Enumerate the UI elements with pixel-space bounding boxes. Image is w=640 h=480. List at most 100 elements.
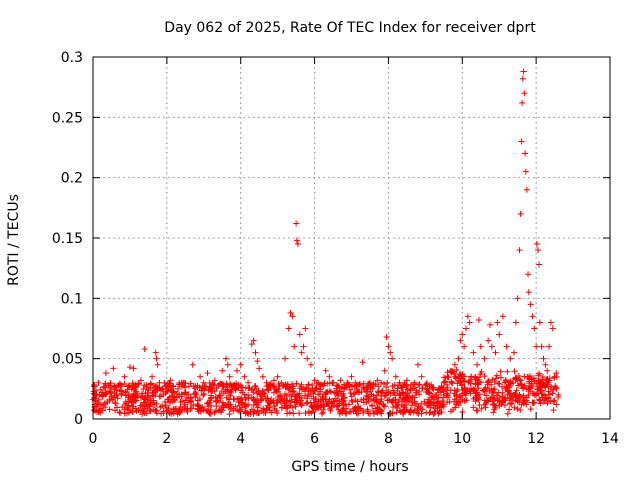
baseline-point bbox=[207, 397, 214, 404]
baseline-point bbox=[174, 390, 181, 397]
baseline-point bbox=[187, 405, 194, 412]
roti-point bbox=[536, 319, 543, 326]
baseline-point bbox=[207, 410, 214, 417]
baseline-point bbox=[264, 395, 271, 402]
baseline-point bbox=[432, 405, 439, 412]
roti-point bbox=[385, 343, 392, 350]
roti-point bbox=[462, 325, 469, 332]
baseline-point bbox=[525, 392, 532, 399]
x-tick-label: 2 bbox=[162, 431, 171, 447]
baseline-point bbox=[174, 411, 181, 418]
roti-point bbox=[322, 367, 329, 374]
baseline-point bbox=[162, 402, 169, 409]
baseline-point bbox=[512, 390, 519, 397]
baseline-point bbox=[360, 384, 367, 391]
baseline-point bbox=[212, 408, 219, 415]
roti-point bbox=[163, 382, 170, 389]
baseline-point bbox=[298, 386, 305, 393]
baseline-point bbox=[274, 399, 281, 406]
baseline-point bbox=[139, 393, 146, 400]
baseline-point bbox=[312, 402, 319, 409]
baseline-point bbox=[245, 385, 252, 392]
baseline-point bbox=[282, 405, 289, 412]
baseline-point bbox=[419, 385, 426, 392]
baseline-point bbox=[354, 389, 361, 396]
baseline-point bbox=[369, 402, 376, 409]
baseline-point bbox=[303, 385, 310, 392]
baseline-point bbox=[100, 402, 107, 409]
baseline-point bbox=[545, 388, 552, 395]
baseline-point bbox=[515, 397, 522, 404]
roti-point bbox=[167, 377, 174, 384]
baseline-point bbox=[234, 395, 241, 402]
baseline-point bbox=[116, 388, 123, 395]
roti-point bbox=[440, 379, 447, 386]
baseline-point bbox=[389, 399, 396, 406]
baseline-point bbox=[227, 392, 234, 399]
roti-point bbox=[182, 389, 189, 396]
baseline-point bbox=[220, 390, 227, 397]
baseline-point bbox=[533, 391, 540, 398]
baseline-point bbox=[313, 385, 320, 392]
roti-point bbox=[294, 241, 301, 248]
roti-point bbox=[344, 379, 351, 386]
baseline-point bbox=[150, 389, 157, 396]
baseline-point bbox=[499, 389, 506, 396]
baseline-point bbox=[507, 400, 514, 407]
roti-point bbox=[521, 90, 528, 97]
baseline-point bbox=[519, 385, 526, 392]
baseline-point bbox=[124, 404, 131, 411]
baseline-point bbox=[112, 399, 119, 406]
baseline-point bbox=[293, 380, 300, 387]
baseline-point bbox=[495, 397, 502, 404]
baseline-point bbox=[346, 408, 353, 415]
baseline-point bbox=[444, 384, 451, 391]
roti-point bbox=[496, 331, 503, 338]
baseline-point bbox=[188, 398, 195, 405]
roti-point bbox=[197, 373, 204, 380]
roti-point bbox=[110, 365, 117, 372]
baseline-point bbox=[123, 400, 130, 407]
baseline-point bbox=[142, 399, 149, 406]
baseline-point bbox=[365, 395, 372, 402]
baseline-point bbox=[192, 390, 199, 397]
roti-point bbox=[352, 379, 359, 386]
data-points bbox=[90, 68, 562, 418]
baseline-point bbox=[474, 381, 481, 388]
baseline-point bbox=[484, 397, 491, 404]
baseline-point bbox=[436, 409, 443, 416]
baseline-point bbox=[531, 392, 538, 399]
baseline-point bbox=[527, 385, 534, 392]
baseline-point bbox=[289, 389, 296, 396]
baseline-point bbox=[521, 373, 528, 380]
baseline-point bbox=[494, 392, 501, 399]
baseline-point bbox=[459, 381, 466, 388]
baseline-point bbox=[458, 375, 465, 382]
baseline-point bbox=[481, 373, 488, 380]
baseline-point bbox=[357, 406, 364, 413]
roti-point bbox=[270, 377, 277, 384]
roti-point bbox=[333, 382, 340, 389]
baseline-point bbox=[428, 383, 435, 390]
baseline-point bbox=[323, 396, 330, 403]
roti-point bbox=[516, 247, 523, 254]
roti-point bbox=[363, 385, 370, 392]
roti-point bbox=[546, 343, 553, 350]
baseline-point bbox=[492, 404, 499, 411]
baseline-point bbox=[427, 390, 434, 397]
baseline-point bbox=[546, 375, 553, 382]
roti-point bbox=[222, 355, 229, 362]
roti-point bbox=[544, 367, 551, 374]
baseline-point bbox=[184, 408, 191, 415]
baseline-point bbox=[485, 379, 492, 386]
baseline-point bbox=[140, 406, 147, 413]
baseline-point bbox=[255, 388, 262, 395]
baseline-point bbox=[255, 410, 262, 417]
baseline-point bbox=[507, 379, 514, 386]
roti-point bbox=[326, 373, 333, 380]
baseline-point bbox=[152, 407, 159, 414]
roti-point bbox=[208, 385, 215, 392]
baseline-point bbox=[275, 396, 282, 403]
roti-point bbox=[474, 361, 481, 368]
